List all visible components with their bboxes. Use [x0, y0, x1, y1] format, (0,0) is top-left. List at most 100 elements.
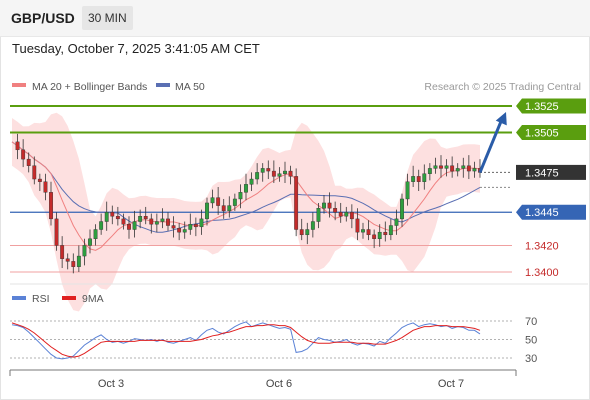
candle-body [104, 212, 109, 222]
candle-body [461, 165, 466, 169]
legend-rsi-swatch [12, 296, 26, 300]
rsi-tick-70: 70 [525, 316, 537, 328]
candle-body [188, 223, 193, 230]
candle-body [49, 192, 53, 220]
candle-body [427, 168, 432, 174]
forecast-arrow-shaft [478, 118, 504, 173]
x-tick-label: Oct 7 [438, 378, 464, 390]
candle-body [15, 141, 20, 151]
candle-body [216, 197, 221, 206]
candle-body [71, 261, 76, 267]
legend-ma50-label: MA 50 [175, 81, 205, 93]
candle-body [466, 165, 471, 172]
symbol-title: GBP/USD [11, 10, 75, 26]
candle-body [305, 229, 310, 236]
level-label-current: 1.3475 [525, 167, 559, 179]
candle-body [294, 176, 299, 230]
candle-body [422, 173, 427, 182]
candle-body [244, 184, 248, 193]
candle-body [411, 176, 416, 182]
candle-body [82, 245, 87, 257]
candle-body [127, 223, 131, 230]
candle-body [283, 170, 287, 174]
candle-body [394, 218, 399, 226]
candle-body [266, 168, 271, 172]
candle-body [43, 181, 48, 193]
candle-body [288, 170, 293, 177]
timeframe-badge[interactable]: 30 MIN [82, 6, 133, 30]
candle-body [355, 218, 360, 233]
candle-body [132, 221, 137, 230]
candle-body [166, 218, 170, 226]
candle-body [76, 255, 81, 267]
timestamp: Tuesday, October 7, 2025 3:41:05 AM CET [12, 41, 260, 56]
x-tick-label: Oct 3 [98, 378, 124, 390]
candle-body [344, 212, 349, 217]
candle-body [299, 229, 304, 236]
candle-body [149, 218, 154, 225]
candle-body [199, 218, 204, 228]
candle-body [143, 216, 148, 220]
candle-body [121, 218, 126, 225]
candle-body [439, 165, 443, 169]
level-label-1.3420: 1.3420 [525, 240, 559, 252]
level-label-1.3505: 1.3505 [525, 128, 559, 140]
candle-body [154, 221, 159, 225]
candle-body [377, 231, 382, 240]
candle-body [316, 208, 321, 222]
candle-body [327, 202, 332, 209]
candle-body [277, 173, 282, 177]
candle-body [138, 216, 143, 222]
legend-9ma-label: 9MA [82, 293, 104, 305]
level-label-1.3400: 1.3400 [525, 267, 559, 279]
level-label-bg-1.3525 [516, 98, 586, 114]
candle-body [160, 218, 165, 222]
candle-body [322, 202, 326, 209]
rsi-tick-50: 50 [525, 335, 537, 347]
candle-body [271, 170, 276, 177]
legend-9ma-swatch [62, 296, 76, 300]
candle-body [472, 168, 477, 172]
legend-ma50-swatch [156, 83, 170, 87]
candle-body [21, 149, 26, 160]
candle-body [54, 218, 59, 246]
candle-body [37, 178, 42, 182]
candle-body [227, 205, 232, 212]
legend-ma20-label: MA 20 + Bollinger Bands [32, 81, 147, 93]
candle-body [110, 212, 115, 217]
forecast-arrow-head [495, 112, 507, 126]
candle-body [388, 225, 393, 236]
legend-ma20-swatch [12, 83, 26, 87]
candle-body [416, 176, 421, 182]
candle-body [99, 221, 104, 230]
candle-body [444, 165, 449, 169]
level-label-1.3525: 1.3525 [525, 101, 559, 113]
candle-body [310, 221, 315, 230]
candle-body [405, 181, 410, 200]
candle-body [450, 165, 455, 172]
candle-body [338, 212, 343, 217]
candle-body [88, 238, 92, 246]
candle-body [171, 225, 176, 229]
candle-body [32, 165, 37, 180]
candle-body [232, 198, 237, 206]
candle-body [205, 202, 209, 220]
candle-body [26, 158, 31, 166]
rsi-line [11, 321, 481, 360]
candle-body [260, 168, 265, 173]
candle-body [400, 198, 404, 220]
candle-body [366, 229, 371, 236]
candle-body [60, 245, 65, 259]
level-label-1.3445: 1.3445 [525, 207, 559, 219]
candle-body [372, 234, 377, 239]
legend-rsi-label: RSI [32, 293, 50, 305]
rsi-9ma-line [11, 322, 481, 358]
candle-body [333, 208, 338, 213]
level-label-bg-1.3505 [516, 125, 586, 141]
candle-body [193, 223, 198, 228]
candle-body [255, 172, 260, 180]
candle-body [349, 212, 354, 220]
level-label-bg-current [516, 164, 586, 180]
candle-body [433, 165, 438, 169]
